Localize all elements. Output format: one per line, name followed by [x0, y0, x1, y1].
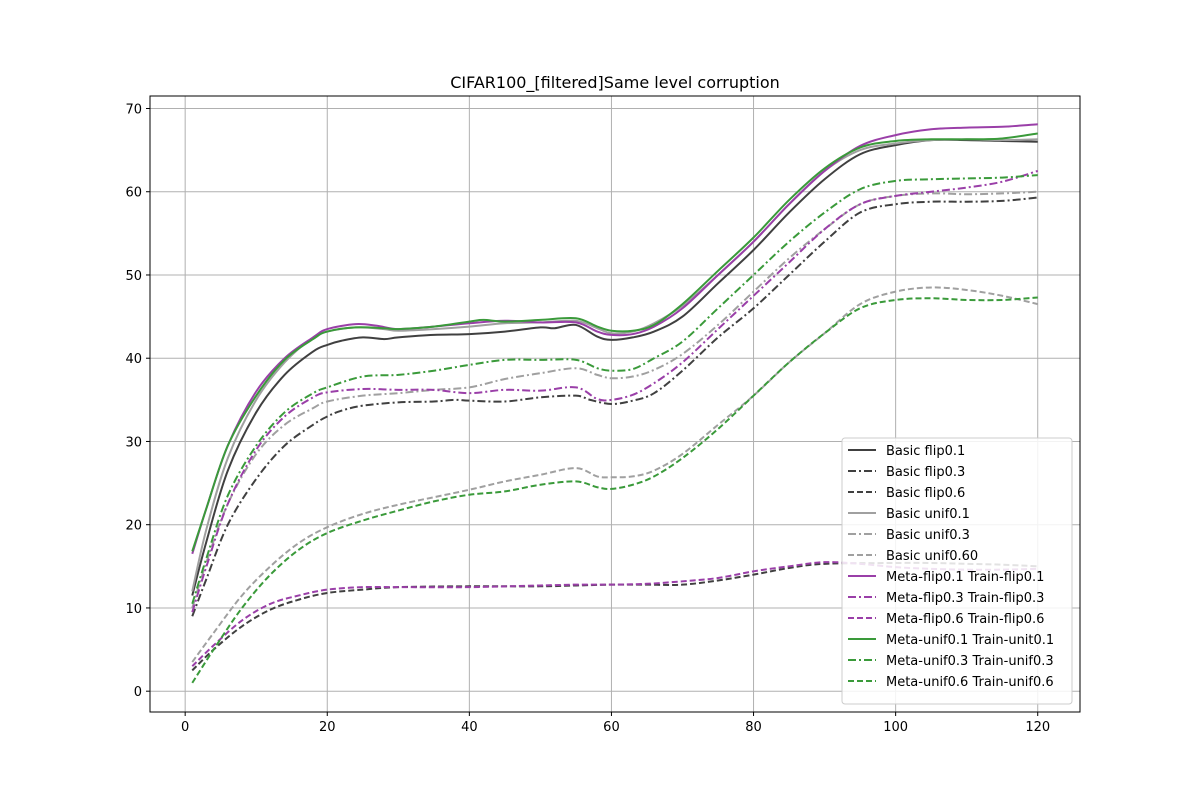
series-line-7	[191, 123, 1038, 555]
x-tick-label: 0	[181, 720, 189, 735]
y-tick-label: 30	[125, 435, 142, 450]
axis-ticks: 0 20 40 60 80 100 120 0 10 20 30 40 50 60 70	[125, 102, 1050, 735]
legend-label: Basic flip0.3	[886, 465, 965, 480]
legend-label: Basic flip0.1	[886, 444, 965, 459]
legend-box	[841, 437, 1073, 705]
x-tick-label: 60	[603, 720, 620, 735]
x-tick-label: 100	[883, 720, 908, 735]
y-tick-label: 20	[125, 519, 142, 534]
legend-label: Meta-flip0.1 Train-flip0.1	[886, 570, 1044, 585]
legend-label: Meta-unif0.3 Train-unif0.3	[886, 654, 1054, 669]
x-tick-label: 20	[319, 720, 336, 735]
series-line-2	[191, 196, 1038, 617]
y-tick-label: 0	[134, 685, 142, 700]
y-tick-label: 10	[125, 602, 142, 617]
legend-label: Meta-unif0.6 Train-unif0.6	[886, 675, 1054, 690]
series-lines	[191, 123, 1039, 684]
legend-label: Basic unif0.3	[886, 528, 970, 543]
x-tick-label: 40	[461, 720, 478, 735]
x-tick-label: 80	[745, 720, 762, 735]
legend: Basic flip0.1 Basic flip0.3 Basic flip0.6 B…	[841, 437, 1073, 705]
legend-label: Meta-flip0.6 Train-flip0.6	[886, 612, 1044, 627]
series-line-12	[191, 296, 1038, 684]
series-line-6	[191, 286, 1038, 663]
y-tick-label: 50	[125, 269, 142, 284]
series-line-8	[191, 169, 1039, 613]
x-tick-label: 120	[1025, 720, 1050, 735]
legend-label: Meta-unif0.1 Train-unit0.1	[886, 633, 1054, 648]
legend-label: Basic unif0.60	[886, 549, 978, 564]
series-line-11	[191, 174, 1038, 605]
series-line-1	[191, 138, 1038, 596]
series-line-10	[191, 132, 1038, 552]
legend-label: Meta-flip0.3 Train-flip0.3	[886, 591, 1044, 606]
legend-label: Basic flip0.6	[886, 486, 965, 501]
y-tick-label: 60	[125, 186, 142, 201]
chart-title: CIFAR100_[filtered]Same level corruption	[450, 73, 780, 93]
plot-frame	[149, 95, 1081, 713]
y-tick-label: 40	[125, 352, 142, 367]
legend-label: Basic unif0.1	[886, 507, 970, 522]
y-tick-label: 70	[125, 102, 142, 117]
